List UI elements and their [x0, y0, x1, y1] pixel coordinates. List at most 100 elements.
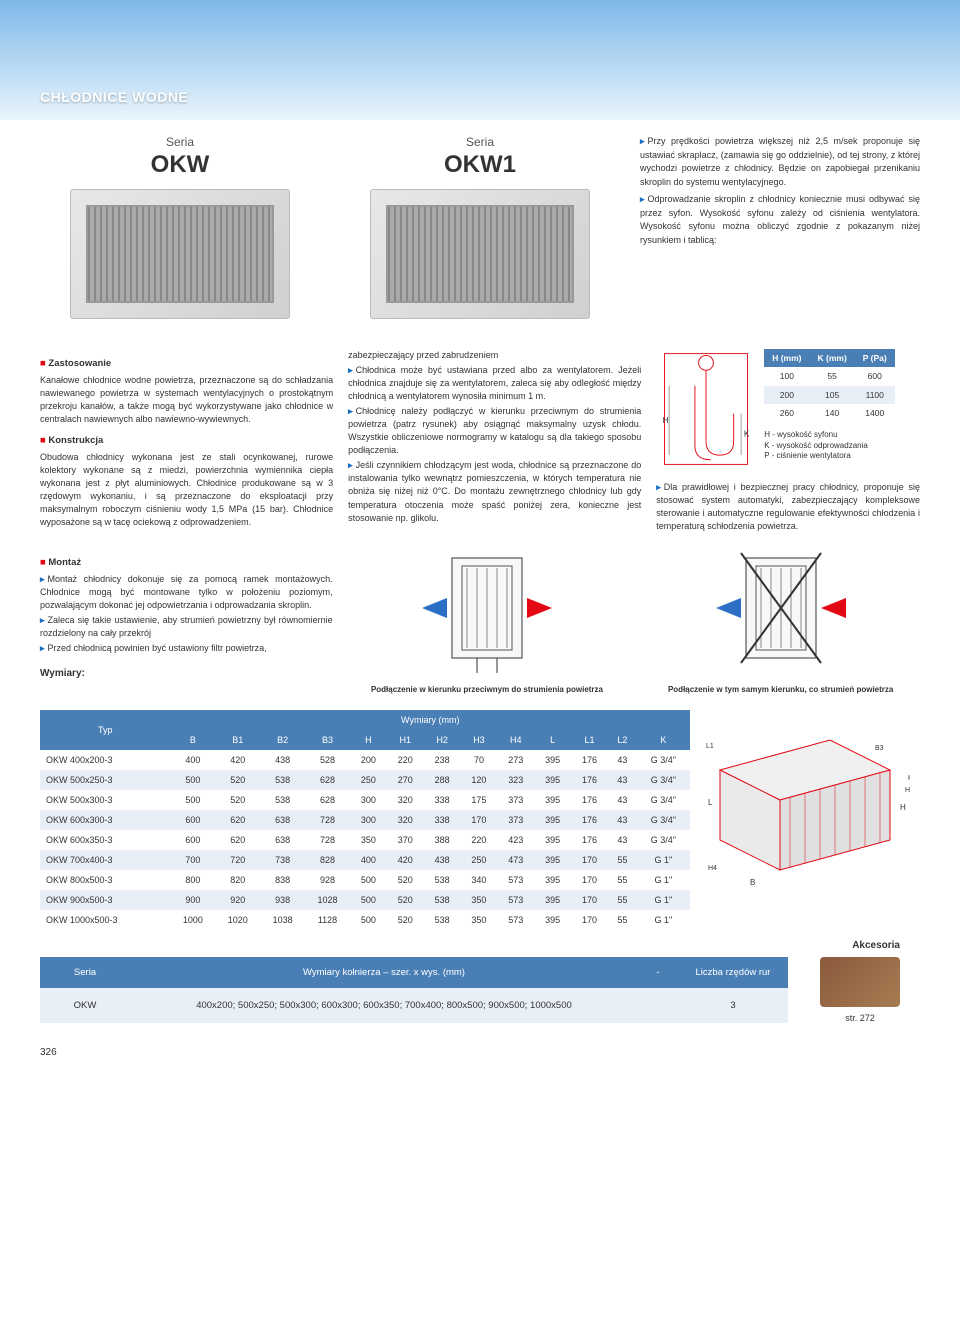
table-cell: 300: [350, 810, 387, 830]
table-cell: 176: [571, 830, 608, 850]
intro-p2: Odprowadzanie skroplin z chłodnicy konie…: [640, 194, 920, 245]
dims-col-header: B2: [260, 730, 305, 750]
table-cell: 538: [424, 890, 461, 910]
table-row: OKW 400x200-3400420438528200220238702733…: [40, 750, 690, 770]
dims-col-header: H3: [461, 730, 498, 750]
dimension-schematic: B B1 B2 B3 H H2 K L H4 L1: [700, 710, 910, 890]
table-cell: 400: [350, 850, 387, 870]
dims-typ-cell: OKW 500x250-3: [40, 770, 171, 790]
montaz-b2: Zaleca się takie ustawienie, aby strumie…: [40, 615, 333, 638]
table-cell: 176: [571, 770, 608, 790]
series-th: Liczba rzędów rur: [678, 957, 788, 988]
series-table: SeriaWymiary kołnierza – szer. x wys. (m…: [40, 957, 788, 1023]
accessory-ref: str. 272: [845, 1013, 875, 1023]
table-cell: 176: [571, 750, 608, 770]
product-series-label: Seria: [340, 135, 620, 149]
table-cell: G 1": [637, 910, 690, 930]
table-cell: 420: [215, 750, 260, 770]
table-row: OKW 600x350-3600620638728350370388220423…: [40, 830, 690, 850]
dims-col-header: L: [534, 730, 571, 750]
table-cell: 395: [534, 770, 571, 790]
column-3: H K H (mm)K (mm)P (Pa) 10055600200105110…: [656, 349, 920, 533]
table-cell: 1020: [215, 910, 260, 930]
product-image-right: [370, 189, 590, 319]
table-cell: 500: [350, 890, 387, 910]
table-cell: 170: [571, 850, 608, 870]
section-zastosowanie-body: Kanałowe chłodnice wodne powietrza, prze…: [40, 374, 333, 426]
svg-text:B3: B3: [875, 745, 884, 752]
table-row: 2601401400: [764, 404, 895, 422]
diagram-wrong: Podłączenie w tym samym kierunku, co str…: [641, 548, 920, 694]
header-title: CHŁODNICE WODNE: [40, 89, 188, 105]
table-cell: 520: [387, 910, 424, 930]
table-cell: 55: [810, 367, 855, 385]
dims-col-header: H2: [424, 730, 461, 750]
table-cell: 400: [171, 750, 216, 770]
table-cell: 350: [461, 890, 498, 910]
arrow-icon: ▸: [640, 136, 645, 146]
table-cell: 270: [387, 770, 424, 790]
table-row: 10055600: [764, 367, 895, 385]
table-cell: G 3/4": [637, 810, 690, 830]
table-row: OKW 600x300-3600620638728300320338170373…: [40, 810, 690, 830]
series-th: Wymiary kołnierza – szer. x wys. (mm): [130, 957, 638, 988]
table-cell: 600: [171, 810, 216, 830]
table-cell: 320: [387, 790, 424, 810]
accessories-label: Akcesoria: [0, 940, 960, 953]
table-cell: 700: [171, 850, 216, 870]
dims-col-header: B: [171, 730, 216, 750]
column-1: Zastosowanie Kanałowe chłodnice wodne po…: [40, 349, 333, 533]
table-cell: 638: [260, 810, 305, 830]
table-cell: 420: [387, 850, 424, 870]
table-cell: 800: [171, 870, 216, 890]
arrow-icon: ▸: [40, 643, 45, 653]
table-cell: 370: [387, 830, 424, 850]
product-right: Seria OKW1: [340, 135, 620, 319]
series-dash: [638, 988, 678, 1023]
table-cell: 538: [424, 870, 461, 890]
table-cell: 500: [350, 870, 387, 890]
product-name-right: OKW1: [340, 151, 620, 179]
table-cell: 573: [497, 910, 534, 930]
col3-p1: Dla prawidłowej i bezpiecznej pracy chło…: [656, 482, 920, 531]
table-cell: 395: [534, 910, 571, 930]
table-cell: 438: [424, 850, 461, 870]
table-cell: 828: [305, 850, 350, 870]
arrow-icon: ▸: [40, 574, 45, 584]
dims-typ-cell: OKW 1000x500-3: [40, 910, 171, 930]
montaz-b3: Przed chłodnicą powinien być ustawiony f…: [48, 643, 267, 653]
table-cell: 395: [534, 810, 571, 830]
table-cell: 170: [571, 870, 608, 890]
table-cell: 620: [215, 810, 260, 830]
table-cell: 250: [350, 770, 387, 790]
table-cell: 105: [810, 386, 855, 404]
table-cell: 520: [387, 890, 424, 910]
table-cell: 620: [215, 830, 260, 850]
table-row: OKW 800x500-3800820838928500520538340573…: [40, 870, 690, 890]
table-row: OKW 900x500-3900920938102850052053835057…: [40, 890, 690, 910]
table-cell: 120: [461, 770, 498, 790]
product-left: Seria OKW: [40, 135, 320, 319]
table-cell: 220: [387, 750, 424, 770]
table-cell: G 3/4": [637, 830, 690, 850]
table-cell: 600: [855, 367, 895, 385]
table-cell: 140: [810, 404, 855, 422]
table-cell: 170: [571, 910, 608, 930]
table-cell: 338: [424, 790, 461, 810]
accessory-photo: [820, 957, 900, 1007]
dims-typ-header: Typ: [40, 710, 171, 750]
table-cell: 628: [305, 790, 350, 810]
mount-text: Montaż ▸Montaż chłodnicy dokonuje się za…: [40, 548, 333, 694]
page-header: CHŁODNICE WODNE: [0, 0, 960, 120]
svg-text:B: B: [750, 878, 755, 887]
table-cell: 1000: [171, 910, 216, 930]
intro-p1: Przy prędkości powietrza większej niż 2,…: [640, 136, 920, 187]
table-cell: 395: [534, 850, 571, 870]
table-cell: 55: [608, 870, 637, 890]
col2-p3: Jeśli czynnikiem chłodzącym jest woda, c…: [348, 460, 641, 522]
table-cell: 1128: [305, 910, 350, 930]
svg-text:H4: H4: [708, 865, 717, 872]
col2-p0: zabezpieczający przed zabrudzeniem: [348, 349, 641, 362]
table-cell: 43: [608, 770, 637, 790]
table-cell: 320: [387, 810, 424, 830]
